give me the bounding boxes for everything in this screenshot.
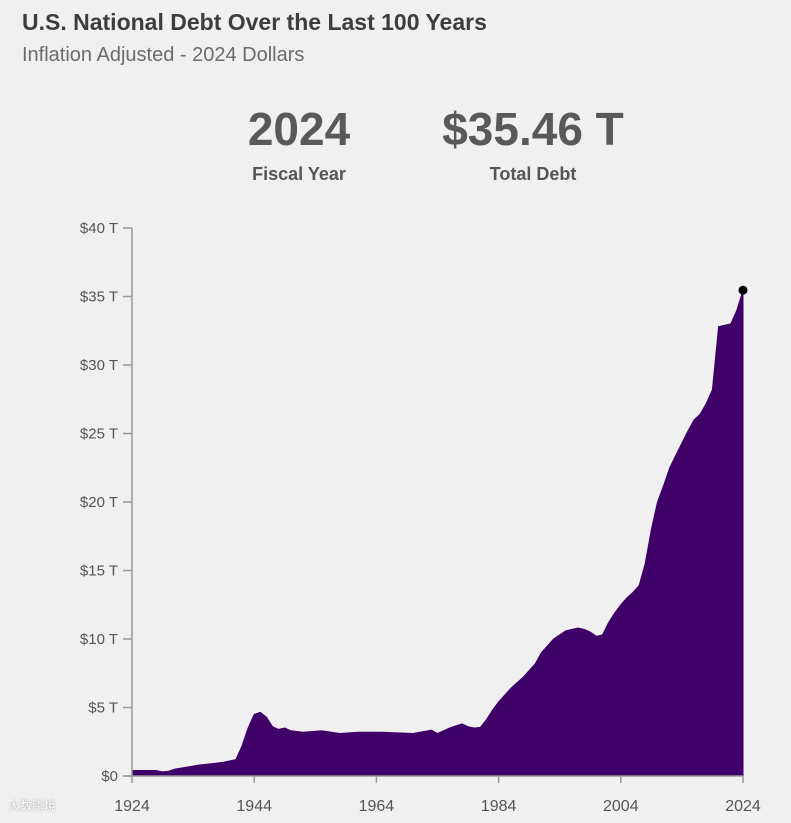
- highlight-point-marker: [738, 285, 748, 295]
- x-tick-label: 1924: [114, 798, 150, 815]
- y-tick-label: $35 T: [80, 289, 118, 306]
- chart-subtitle: Inflation Adjusted - 2024 Dollars: [22, 44, 305, 66]
- x-tick-label: 2024: [725, 798, 761, 815]
- fiscal-year-label: Fiscal Year: [252, 164, 346, 184]
- series-area-0: [131, 290, 744, 777]
- y-tick-label: $25 T: [80, 426, 118, 443]
- y-tick-label: $30 T: [80, 357, 118, 374]
- y-tick-label: $5 T: [88, 700, 118, 717]
- x-tick-label: 1944: [236, 798, 272, 815]
- y-tick-label: $0: [101, 768, 118, 785]
- fiscal-year-value: 2024: [247, 103, 351, 155]
- y-tick-label: $20 T: [80, 494, 118, 511]
- x-tick-label: 1964: [359, 798, 395, 815]
- watermark: 大数跨境: [8, 799, 57, 813]
- x-tick-label: 1984: [481, 798, 517, 815]
- total-debt-label: Total Debt: [489, 164, 577, 184]
- x-tick-label: 2004: [603, 798, 639, 815]
- total-debt-value: $35.46 T: [442, 103, 624, 155]
- y-tick-label: $15 T: [80, 563, 118, 580]
- y-tick-label: $40 T: [80, 220, 118, 237]
- chart-title: U.S. National Debt Over the Last 100 Yea…: [22, 9, 487, 35]
- y-tick-label: $10 T: [80, 631, 118, 648]
